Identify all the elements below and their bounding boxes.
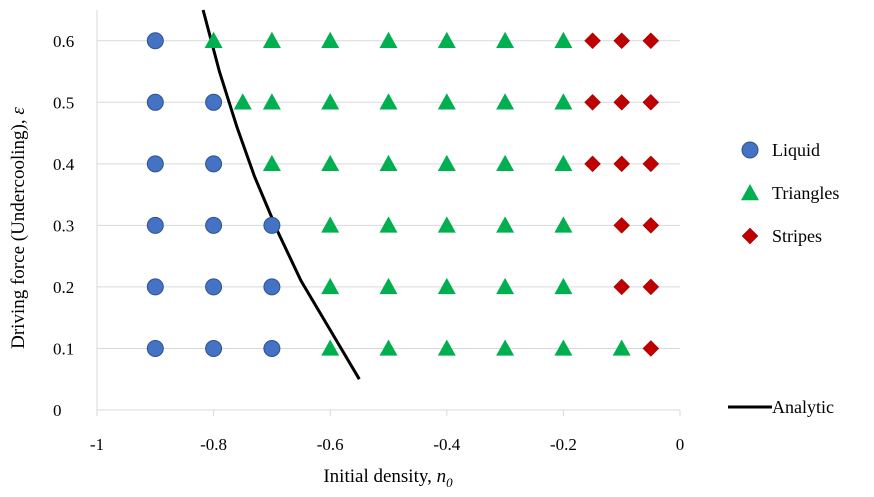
x-axis-title: Initial density, n0 [323,466,453,490]
triangles-point [321,277,340,295]
tick-labels: 0 0.1 0.2 0.3 0.4 0.5 0.6 -1 -0.8 -0.6 -0.4 -0.2 0 [53,32,684,454]
stripes-point [642,32,660,50]
legend-label-analytic: Analytic [772,397,834,417]
liquid-point [263,216,281,234]
analytic-curve [201,9,361,380]
legend-label-stripes: Stripes [772,226,822,246]
triangles-point [554,93,573,110]
stripes-point [613,32,631,50]
legend-item-stripes: Stripes [741,226,822,246]
y-axis-title: Driving force (Undercooling), ε [8,107,29,349]
stripes-point [613,217,631,234]
liquid-point [205,155,223,173]
stripes-point [584,32,601,50]
legend-item-liquid: Liquid [741,140,820,160]
x-tick-label: 0 [676,435,685,454]
triangles-point [496,216,515,233]
x-tick-label: -0.2 [550,435,577,454]
y-tick-label: 0.1 [53,339,74,358]
stripes-point [613,155,631,173]
y-tick-label: 0.6 [53,32,74,51]
stripes-point [642,155,660,173]
triangles-point [204,31,223,48]
liquid-point [205,278,223,296]
triangles-point [437,216,456,233]
triangles-point [379,216,398,233]
liquid-point [205,93,223,111]
liquid-point [146,93,164,111]
triangles-point [437,154,456,172]
triangles-point [437,31,456,48]
markers [146,31,660,357]
liquid-point [146,32,164,50]
triangles-point [321,31,340,48]
triangles-point [321,216,340,233]
liquid-point [146,339,164,357]
x-tick-label: -0.4 [433,435,460,454]
triangles-point [496,93,515,110]
triangles-point [554,339,573,356]
triangles-point [554,154,573,172]
triangles-point [496,277,515,295]
triangles-point [379,93,398,110]
liquid-point [263,278,281,296]
y-tick-label: 0.2 [53,278,74,297]
triangles-point [262,154,281,172]
stripes-point [642,340,660,357]
triangles-point [437,277,456,295]
triangles-point [262,31,281,48]
legend-label-liquid: Liquid [772,140,820,160]
liquid-point [263,339,281,357]
triangles-point [379,154,398,172]
triangles-point [496,339,515,356]
legend-item-analytic: Analytic [728,397,834,417]
triangles-point [437,93,456,110]
analytic-curve-layer [201,9,361,380]
legend-item-triangles: Triangles [741,183,839,203]
triangles-point [321,339,340,356]
liquid-point [146,216,164,234]
triangles-point [496,31,515,48]
triangles-point [321,93,340,110]
stripes-point [613,278,631,296]
triangles-point [612,339,631,356]
y-tick-label: 0.5 [53,93,74,112]
legend-label-triangles: Triangles [772,183,839,203]
gridlines [97,40,680,349]
stripes-point [584,93,601,111]
stripes-point [584,155,601,173]
triangles-point [379,339,398,356]
triangles-point [379,31,398,48]
x-tick-label: -1 [90,435,104,454]
triangles-point [496,154,515,172]
triangles-point [554,277,573,295]
stripes-point [642,93,660,111]
x-tick-label: -0.6 [317,435,344,454]
y-tick-label: 0 [53,401,62,420]
triangles-point [379,277,398,295]
legend-swatch-liquid [741,141,759,159]
x-tick-label: -0.8 [200,435,227,454]
legend-swatch-stripes [741,227,759,245]
stripes-point [613,93,631,111]
triangles-point [321,154,340,172]
liquid-point [146,278,164,296]
triangles-point [554,216,573,233]
liquid-point [146,155,164,173]
liquid-point [205,339,223,357]
triangles-point [437,339,456,356]
axes [96,10,681,416]
liquid-point [205,216,223,234]
legend: Liquid Triangles Stripes Analytic [728,140,839,417]
triangles-point [554,31,573,48]
stripes-point [642,217,660,234]
stripes-point [642,278,660,296]
triangles-point [233,93,252,110]
legend-swatch-triangles [741,184,759,201]
y-tick-label: 0.4 [53,155,75,174]
y-tick-label: 0.3 [53,216,74,235]
triangles-point [262,93,281,110]
